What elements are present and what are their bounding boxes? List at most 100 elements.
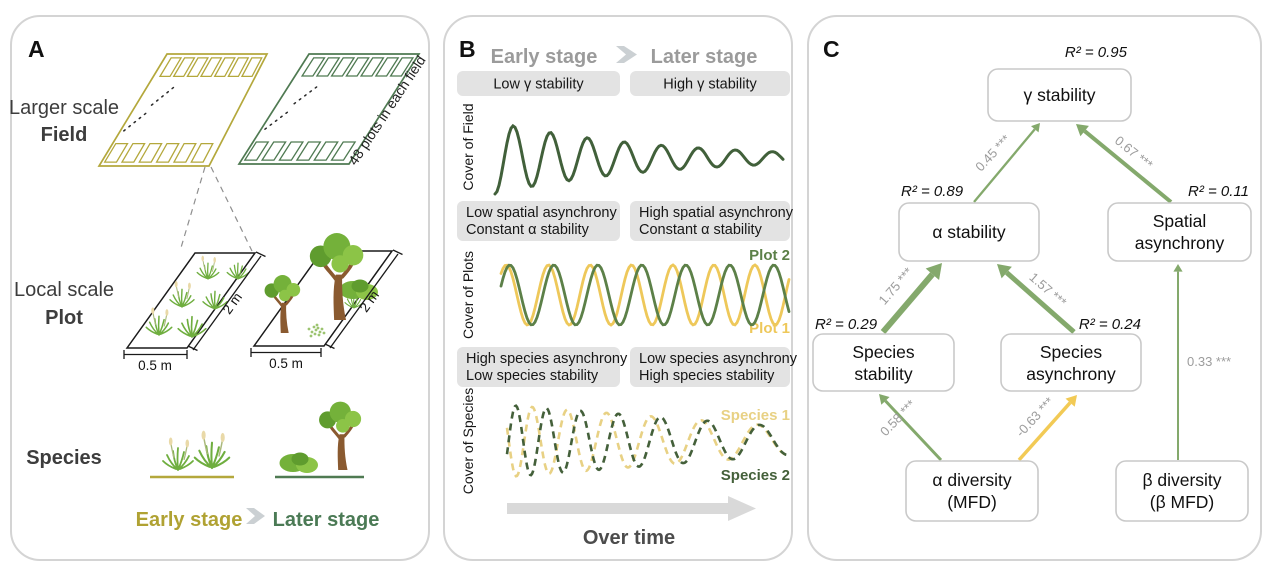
- grass-illustration: [162, 437, 194, 471]
- node-alpha-stability: [898, 202, 1040, 262]
- plot-cell: [374, 57, 400, 77]
- plot-later-vegetation: [264, 233, 378, 338]
- plot-cell: [227, 57, 250, 78]
- plot-cell: [345, 57, 370, 77]
- sem-arrow-shaft: [973, 128, 1036, 203]
- node-label: Species: [1040, 342, 1103, 362]
- node-label: α diversity: [932, 470, 1011, 490]
- bush-illustration: [339, 279, 378, 300]
- species-label: Species: [26, 447, 102, 469]
- plot-early-outline: [125, 252, 257, 349]
- ellipsis-dots: [122, 86, 175, 133]
- plot-cell: [330, 141, 357, 161]
- sem-arrows: 0.45 *** 0.67 *** 1.75 *** 1.57 *** 0.58 ***…: [875, 123, 1231, 462]
- field-outline: [237, 53, 421, 165]
- badge-text: Low spatial asynchrony: [466, 205, 617, 221]
- sem-arrow-shaft: [884, 399, 943, 462]
- plot-cell: [186, 57, 210, 78]
- plot-cell: [260, 141, 287, 161]
- sem-arrow-6: 0.33 ***: [1173, 264, 1231, 460]
- species2-curve: [505, 404, 788, 477]
- plot-cell: [199, 57, 223, 78]
- panel-a: A Larger scale Field 48 plots in each fi…: [9, 15, 430, 561]
- sem-arrow-3: 1.57 ***: [997, 264, 1076, 334]
- r2-gamma: R² = 0.95: [1065, 44, 1128, 61]
- node-label: Species: [852, 342, 915, 362]
- grass-illustration: [193, 430, 231, 470]
- path-coefficient-label: 0.58 ***: [877, 397, 918, 439]
- sem-arrow-shaft: [1005, 270, 1076, 334]
- sem-arrow-1: 0.67 ***: [1076, 124, 1173, 204]
- sem-arrow-shaft: [1017, 401, 1072, 462]
- plot-cell: [172, 142, 197, 163]
- ylabel-cover-of-plots: Cover of Plots: [460, 251, 476, 339]
- node-label: asynchrony: [1135, 233, 1225, 253]
- grass-illustration: [202, 290, 228, 310]
- sem-arrow-head-icon: [925, 263, 942, 280]
- node-label: asynchrony: [1026, 364, 1116, 384]
- badge-text: High spatial asynchrony: [639, 205, 794, 221]
- badge-high-gamma-stability: [630, 71, 790, 96]
- sem-arrow-5: -0.63 ***: [1013, 394, 1077, 462]
- plot1-curve: [499, 263, 791, 327]
- fern-illustration: [307, 323, 326, 338]
- sem-arrow-2: 1.75 ***: [875, 263, 942, 334]
- plot-early-vegetation: [145, 255, 250, 338]
- local-scale-label: Local scale: [14, 279, 114, 301]
- plot-cell: [240, 57, 263, 78]
- grass-illustration: [344, 294, 364, 309]
- node-label: stability: [854, 364, 913, 384]
- tree-illustration: [319, 401, 362, 470]
- plot-later-width-dim: [250, 348, 322, 357]
- plot-cell: [315, 57, 341, 77]
- plot-early-width-label: 0.5 m: [138, 358, 172, 373]
- plot-cell: [359, 57, 385, 77]
- node-spatial-asynchrony: [1107, 202, 1252, 262]
- sem-arrow-head-icon: [1031, 123, 1040, 133]
- larger-scale-label: Larger scale: [9, 97, 119, 119]
- header-later-stage: Later stage: [651, 46, 758, 68]
- badge-high-species-asynchrony: [457, 347, 620, 387]
- plot-early-depth-dim: [187, 251, 266, 352]
- badge-low-spatial-asynchrony: [457, 201, 620, 241]
- badge-text: Constant α stability: [466, 222, 590, 238]
- over-time-arrow-icon: [507, 496, 756, 521]
- tree-illustration: [309, 233, 364, 320]
- plot-label: Plot: [45, 307, 83, 329]
- sem-arrow-0: 0.45 ***: [972, 123, 1040, 203]
- field-early-illustration: [97, 53, 269, 167]
- plot-cell: [313, 141, 339, 161]
- node-alpha-diversity: [905, 460, 1039, 522]
- tree-illustration: [264, 275, 301, 333]
- path-coefficient-label: 0.45 ***: [972, 132, 1013, 174]
- sem-arrow-head-icon: [1076, 124, 1089, 137]
- field-outline: [97, 53, 269, 167]
- zoom-connector-lines: [179, 166, 253, 252]
- r2-alpha: R² = 0.89: [901, 183, 964, 200]
- panel-c: C 0.45 *** 0.67 *** 1.75 *** 1.57 *** 0.58 *…: [807, 15, 1262, 561]
- plot1-series-label: Plot 1: [749, 320, 790, 337]
- node-label: α stability: [932, 222, 1006, 242]
- node-gamma-stability: [987, 68, 1132, 122]
- sem-arrow-shaft: [880, 272, 935, 334]
- header-chevron-icon: [616, 46, 637, 63]
- r2-spatial-asynchrony: R² = 0.11: [1188, 183, 1249, 200]
- node-label: (β MFD): [1150, 492, 1215, 512]
- field-later-illustration: [237, 53, 421, 165]
- node-label: γ stability: [1024, 85, 1096, 105]
- species-illustrations: [162, 401, 362, 473]
- species1-series-label: Species 1: [721, 407, 790, 424]
- badge-text: High species asynchrony: [466, 351, 628, 367]
- plot-cell: [138, 142, 163, 163]
- plot-early-depth-label: 2 m: [220, 290, 245, 317]
- plot2-curve: [499, 263, 791, 327]
- plot-later-width-label: 0.5 m: [269, 356, 303, 371]
- plot-cell: [172, 57, 196, 78]
- sem-arrow-4: 0.58 ***: [877, 394, 943, 462]
- plot-cell: [278, 141, 305, 161]
- badge-high-spatial-asynchrony: [630, 201, 790, 241]
- header-early-stage: Early stage: [491, 46, 598, 68]
- sem-arrow-head-icon: [1173, 264, 1183, 272]
- path-coefficient-label: 0.67 ***: [1112, 133, 1156, 172]
- plot-cell: [155, 142, 180, 163]
